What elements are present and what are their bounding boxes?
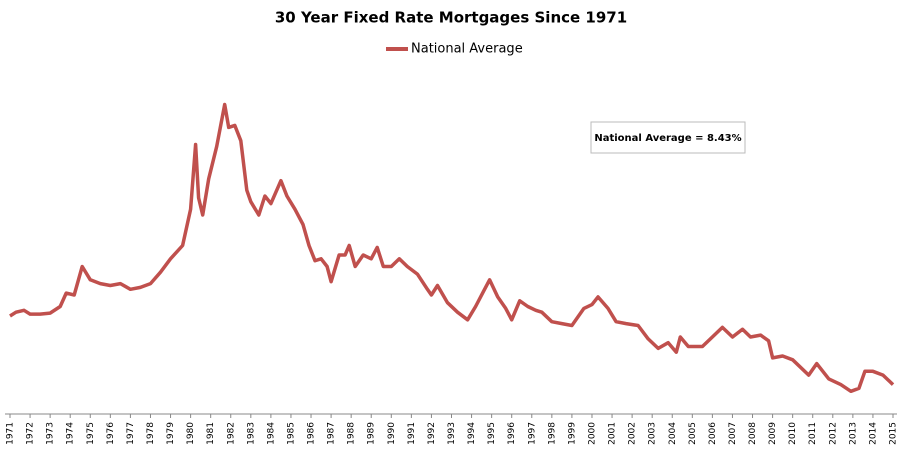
x-tick-label: 1977 [126,422,136,445]
x-tick-label: 2015 [889,422,899,445]
x-tick-label: 1978 [146,422,156,445]
x-tick-label: 2012 [828,422,838,445]
x-tick-label: 1980 [186,422,196,445]
x-tick-label: 1975 [86,422,96,445]
x-tick-label: 1984 [266,422,276,445]
legend-label: National Average [411,42,523,57]
x-tick-label: 2003 [648,422,658,445]
x-tick-label: 2009 [768,422,778,445]
x-tick-label: 2002 [628,422,638,445]
x-tick-label: 1989 [367,422,377,445]
x-tick-label: 1993 [447,422,457,445]
x-tick-label: 1996 [507,422,517,445]
x-tick-label: 2013 [848,422,858,445]
x-tick-label: 1987 [327,422,337,445]
x-tick-label: 1994 [467,422,477,445]
x-tick-label: 1991 [407,422,417,445]
x-tick-label: 1979 [166,422,176,445]
annotation: National Average = 8.43% [594,133,741,144]
chart-title: 30 Year Fixed Rate Mortgages Since 1971 [275,9,627,27]
x-tick-label: 1981 [206,422,216,445]
x-tick-label: 2005 [688,422,698,445]
x-tick-label: 1976 [106,422,116,445]
x-tick-label: 1974 [66,422,76,445]
x-tick-label: 2001 [608,422,618,445]
x-tick-label: 1973 [46,422,56,445]
x-tick-label: 1988 [347,422,357,445]
x-tick-label: 2004 [668,422,678,445]
x-tick-label: 2007 [728,422,738,445]
x-tick-label: 1982 [226,422,236,445]
x-tick-label: 1971 [6,422,16,445]
x-tick-label: 2008 [748,422,758,445]
x-tick-label: 1985 [286,422,296,445]
annotation-box [590,121,746,154]
x-tick-label: 1983 [246,422,256,445]
x-tick-label: 1999 [567,422,577,445]
x-tick-label: 2006 [708,422,718,445]
x-tick-label: 1972 [26,422,36,445]
x-tick-label: 2011 [808,422,818,445]
x-tick-label: 2000 [587,422,597,445]
x-tick-label: 1995 [487,422,497,445]
x-tick-label: 1998 [547,422,557,445]
x-tick-label: 2014 [868,422,878,445]
line [9,102,895,394]
x-tick-label: 2010 [788,422,798,445]
x-tick-label: 1997 [527,422,537,445]
x-tick-label: 1990 [387,422,397,445]
x-tick-label: 1992 [427,422,437,445]
x-tick-label: 1986 [307,422,317,445]
